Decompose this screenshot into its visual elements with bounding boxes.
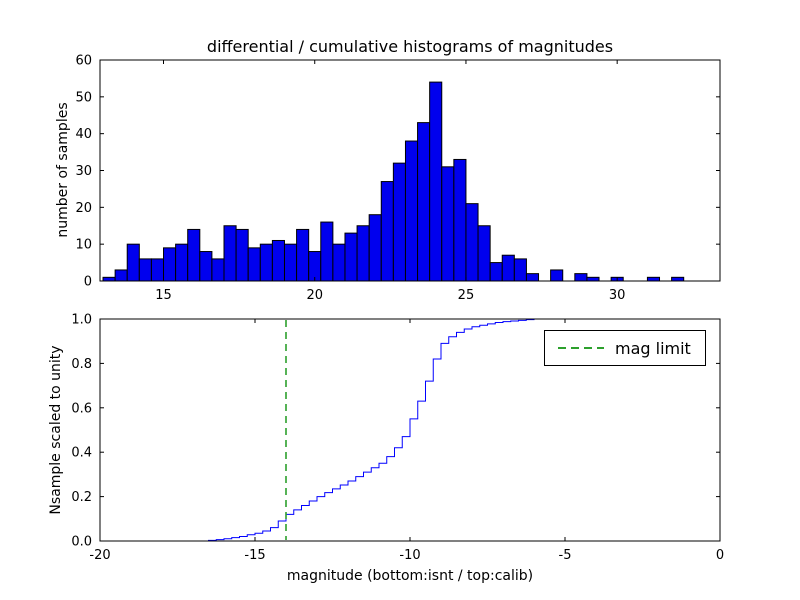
x-tick-label: 25 — [458, 288, 475, 303]
histogram-axes: 15 20 25 30 0 10 20 30 40 50 60 — [75, 54, 721, 303]
cumulative-axes: -20 -15 -10 -5 0 0.0 0.2 0.4 0.6 0.8 1.0 — [71, 313, 724, 564]
histogram-bar — [308, 251, 322, 282]
histogram-bar — [489, 262, 503, 282]
histogram-bars-group — [102, 81, 685, 282]
y-tick-label: 40 — [75, 127, 92, 142]
histogram-bar — [235, 228, 249, 282]
x-axis-label: magnitude (bottom:isnt / top:calib) — [286, 568, 534, 584]
histogram-bar — [126, 243, 140, 282]
x-tick-label: 15 — [155, 288, 172, 303]
x-tick-label: -5 — [559, 548, 572, 563]
y-tick-label: 10 — [75, 238, 92, 253]
x-tick-label: -10 — [399, 548, 420, 563]
x-tick-label: -15 — [244, 548, 265, 563]
histogram-bar — [283, 243, 298, 282]
y-tick-label: 60 — [75, 54, 92, 69]
legend-label: mag limit — [615, 338, 691, 358]
histogram-bar — [501, 254, 515, 282]
y-tick-label: 0.6 — [71, 401, 92, 416]
y-tick-label: 30 — [75, 164, 92, 179]
histogram-bar — [550, 269, 564, 282]
y-tick-label: 0.0 — [71, 535, 92, 550]
legend-box: mag limit — [544, 330, 706, 366]
y-tick-label: 50 — [75, 90, 92, 105]
x-tick-label: -20 — [89, 548, 110, 563]
x-tick-label: 0 — [716, 548, 724, 563]
histogram-bar — [199, 251, 213, 282]
histogram-bar — [586, 276, 600, 282]
histogram-bar — [453, 158, 467, 282]
histogram-bar — [477, 225, 491, 282]
histogram-bar — [392, 162, 406, 282]
histogram-bar — [368, 214, 382, 282]
histogram-bar — [356, 225, 370, 282]
histogram-bar — [138, 258, 152, 282]
histogram-bar — [429, 81, 443, 282]
histogram-bar — [187, 228, 201, 282]
histogram-bar — [223, 225, 237, 282]
histogram-bar — [332, 243, 346, 282]
histogram-bar — [320, 221, 334, 282]
y-tick-label: 0.2 — [71, 490, 92, 505]
histogram-bar — [513, 258, 527, 282]
y-tick-label: 0 — [84, 275, 92, 290]
x-tick-label: 20 — [306, 288, 323, 303]
y-tick-label: 1.0 — [71, 313, 92, 328]
histogram-bar — [404, 140, 419, 282]
histogram-bar — [525, 273, 540, 282]
histogram-bar — [259, 243, 273, 282]
histogram-bar — [271, 239, 285, 282]
histogram-bar — [296, 228, 310, 282]
histogram-bar — [102, 276, 116, 282]
cumulative-ylabel: Nsample scaled to unity — [48, 345, 64, 515]
histogram-bar — [163, 247, 177, 282]
y-tick-label: 0.8 — [71, 357, 92, 372]
x-tick-label: 30 — [609, 288, 626, 303]
histogram-bar — [175, 243, 189, 282]
figure-title: differential / cumulative histograms of … — [206, 37, 614, 56]
legend-dash-icon — [558, 347, 604, 349]
histogram-bar — [380, 181, 394, 282]
histogram-bar — [671, 276, 685, 282]
histogram-bar — [574, 273, 588, 282]
y-tick-label: 20 — [75, 201, 92, 216]
histogram-bar — [441, 166, 455, 282]
cumulative-curve-group — [100, 318, 720, 542]
histogram-bar — [150, 258, 165, 282]
histogram-bar — [114, 269, 128, 282]
histogram-bar — [465, 203, 479, 282]
y-tick-label: 0.4 — [71, 446, 92, 461]
histogram-bar — [646, 276, 661, 282]
histogram-bar — [344, 232, 358, 282]
histogram-ylabel: number of samples — [55, 102, 71, 238]
histogram-bar — [417, 122, 431, 282]
histogram-bar — [247, 247, 261, 282]
cumulative-step-curve — [100, 318, 720, 542]
histogram-bar — [211, 258, 225, 282]
